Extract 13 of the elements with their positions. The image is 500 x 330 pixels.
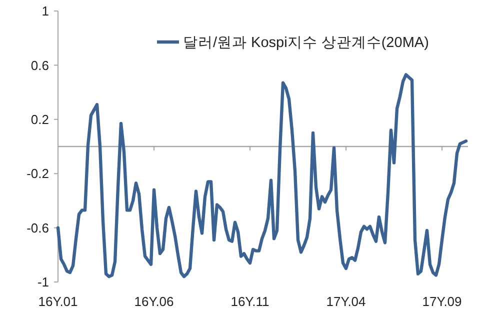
x-tick-label: 16Y.06	[134, 294, 174, 309]
y-tick-label: 1	[42, 4, 49, 19]
x-tick-label: 17Y.09	[422, 294, 462, 309]
y-tick-label: 0.2	[30, 112, 49, 127]
x-tick-label: 17Y.04	[326, 294, 366, 309]
y-tick-label: -1	[37, 274, 49, 290]
y-tick-label: -0.2	[26, 166, 49, 182]
y-tick-label: 0.6	[30, 58, 49, 73]
legend-label: 달러/원과 Kospi지수 상관계수(20MA)	[183, 35, 429, 52]
y-tick-label: -0.6	[26, 220, 49, 236]
x-tick-label: 16Y.01	[38, 294, 78, 309]
line-series	[56, 73, 468, 278]
x-tick-label: 16Y.11	[230, 294, 270, 309]
